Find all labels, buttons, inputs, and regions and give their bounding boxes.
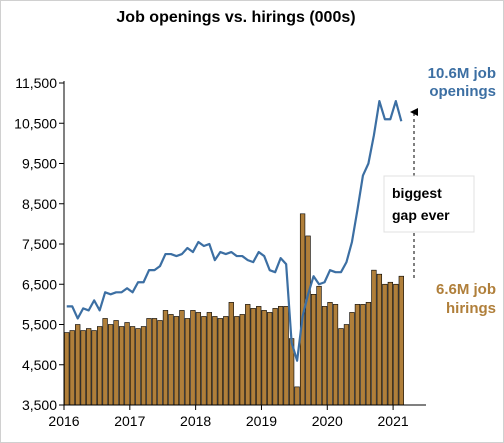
hirings-bar (228, 302, 234, 406)
hirings-bar (212, 316, 218, 406)
hirings-bar (146, 318, 152, 406)
hirings-bar (234, 316, 240, 406)
y-tick-label: 6,500 (22, 276, 57, 292)
hirings-bar (75, 324, 81, 406)
y-tick-label: 8,500 (22, 196, 57, 212)
annotations: biggest gap ever 10.6M job openings 6.6M… (383, 65, 496, 317)
hirings-bar (283, 306, 289, 406)
hirings-bar (360, 304, 366, 406)
hirings-bar (338, 328, 344, 406)
hirings-bar (261, 310, 267, 406)
y-tick-label: 7,500 (22, 236, 57, 252)
hirings-bar (201, 316, 207, 406)
hirings-bar (272, 308, 278, 406)
x-tick-label: 2021 (378, 413, 409, 429)
hirings-bar (294, 386, 300, 406)
hirings-bar (393, 283, 399, 406)
hirings-bar (365, 302, 372, 406)
hirings-bar (129, 326, 136, 406)
hirings-bar (250, 308, 256, 406)
x-tick-label: 2017 (114, 413, 145, 429)
hirings-bar (206, 312, 212, 406)
x-tick-label: 2019 (246, 413, 277, 429)
hirings-bar (135, 328, 141, 406)
hirings-bar (267, 312, 273, 406)
hirings-bar (97, 326, 103, 406)
hirings-bar (184, 318, 191, 406)
hirings-bar (168, 314, 174, 406)
hirings-bar (190, 310, 196, 406)
axes: 3,500 4,500 5,500 6,500 7,500 8,500 9,500 10,50… (14, 75, 426, 429)
y-tick-label: 4,500 (22, 357, 57, 373)
hirings-bar (354, 304, 361, 406)
x-tick-label: 2016 (48, 413, 79, 429)
hirings-bar (140, 326, 147, 406)
gap-label-line1: biggest (392, 185, 442, 201)
hirings-bar (118, 326, 125, 406)
hirings-bar (332, 304, 339, 406)
hirings-bar (387, 281, 393, 406)
hirings-bar (310, 294, 317, 406)
openings-line-group (66, 100, 403, 362)
hirings-bar (278, 306, 284, 406)
openings-label-line2: openings (429, 83, 496, 100)
hirings-bar (371, 269, 377, 406)
hirings-label-line2: hirings (446, 300, 496, 317)
hirings-bar (124, 322, 130, 406)
hirings-bar (343, 324, 350, 406)
hirings-label-line1: 6.6M job (436, 281, 496, 298)
hirings-bar (321, 306, 328, 406)
x-tick-label: 2018 (180, 413, 211, 429)
hirings-bar (151, 318, 158, 406)
y-tick-label: 3,500 (22, 397, 57, 413)
hirings-bar (217, 318, 223, 406)
hirings-bar (327, 302, 333, 406)
hirings-bar (179, 310, 185, 406)
gap-label-box (383, 175, 475, 233)
hirings-bar (113, 320, 119, 406)
hirings-bar (80, 330, 86, 406)
hirings-bars (64, 213, 404, 406)
hirings-bar (102, 318, 108, 406)
y-tick-label: 11,500 (15, 75, 57, 91)
hirings-bar (162, 310, 169, 406)
hirings-bar (382, 283, 388, 406)
hirings-bar (239, 314, 245, 406)
gap-label-line2: gap ever (392, 207, 450, 223)
hirings-bar (91, 330, 97, 406)
hirings-bar (223, 316, 229, 406)
openings-label-line1: 10.6M job (428, 65, 496, 82)
hirings-bar (69, 330, 75, 406)
hirings-bar (157, 320, 163, 406)
hirings-bar (256, 306, 262, 406)
hirings-bar (173, 316, 180, 406)
openings-line (66, 100, 403, 362)
hirings-bar (86, 328, 92, 406)
hirings-bar (195, 312, 202, 406)
hirings-bar (376, 273, 383, 406)
hirings-bar (316, 285, 322, 406)
hirings-bar (349, 312, 355, 406)
y-tick-label: 9,500 (22, 156, 57, 172)
x-tick-label: 2020 (312, 413, 343, 429)
hirings-bar (245, 304, 251, 406)
hirings-bar (398, 275, 404, 406)
chart-title: Job openings vs. hirings (000s) (116, 9, 356, 26)
hirings-bar (107, 324, 114, 406)
y-tick-label: 5,500 (22, 317, 57, 333)
hirings-bar (305, 235, 311, 406)
y-tick-label: 10,500 (14, 115, 57, 131)
hirings-bar (64, 332, 70, 406)
